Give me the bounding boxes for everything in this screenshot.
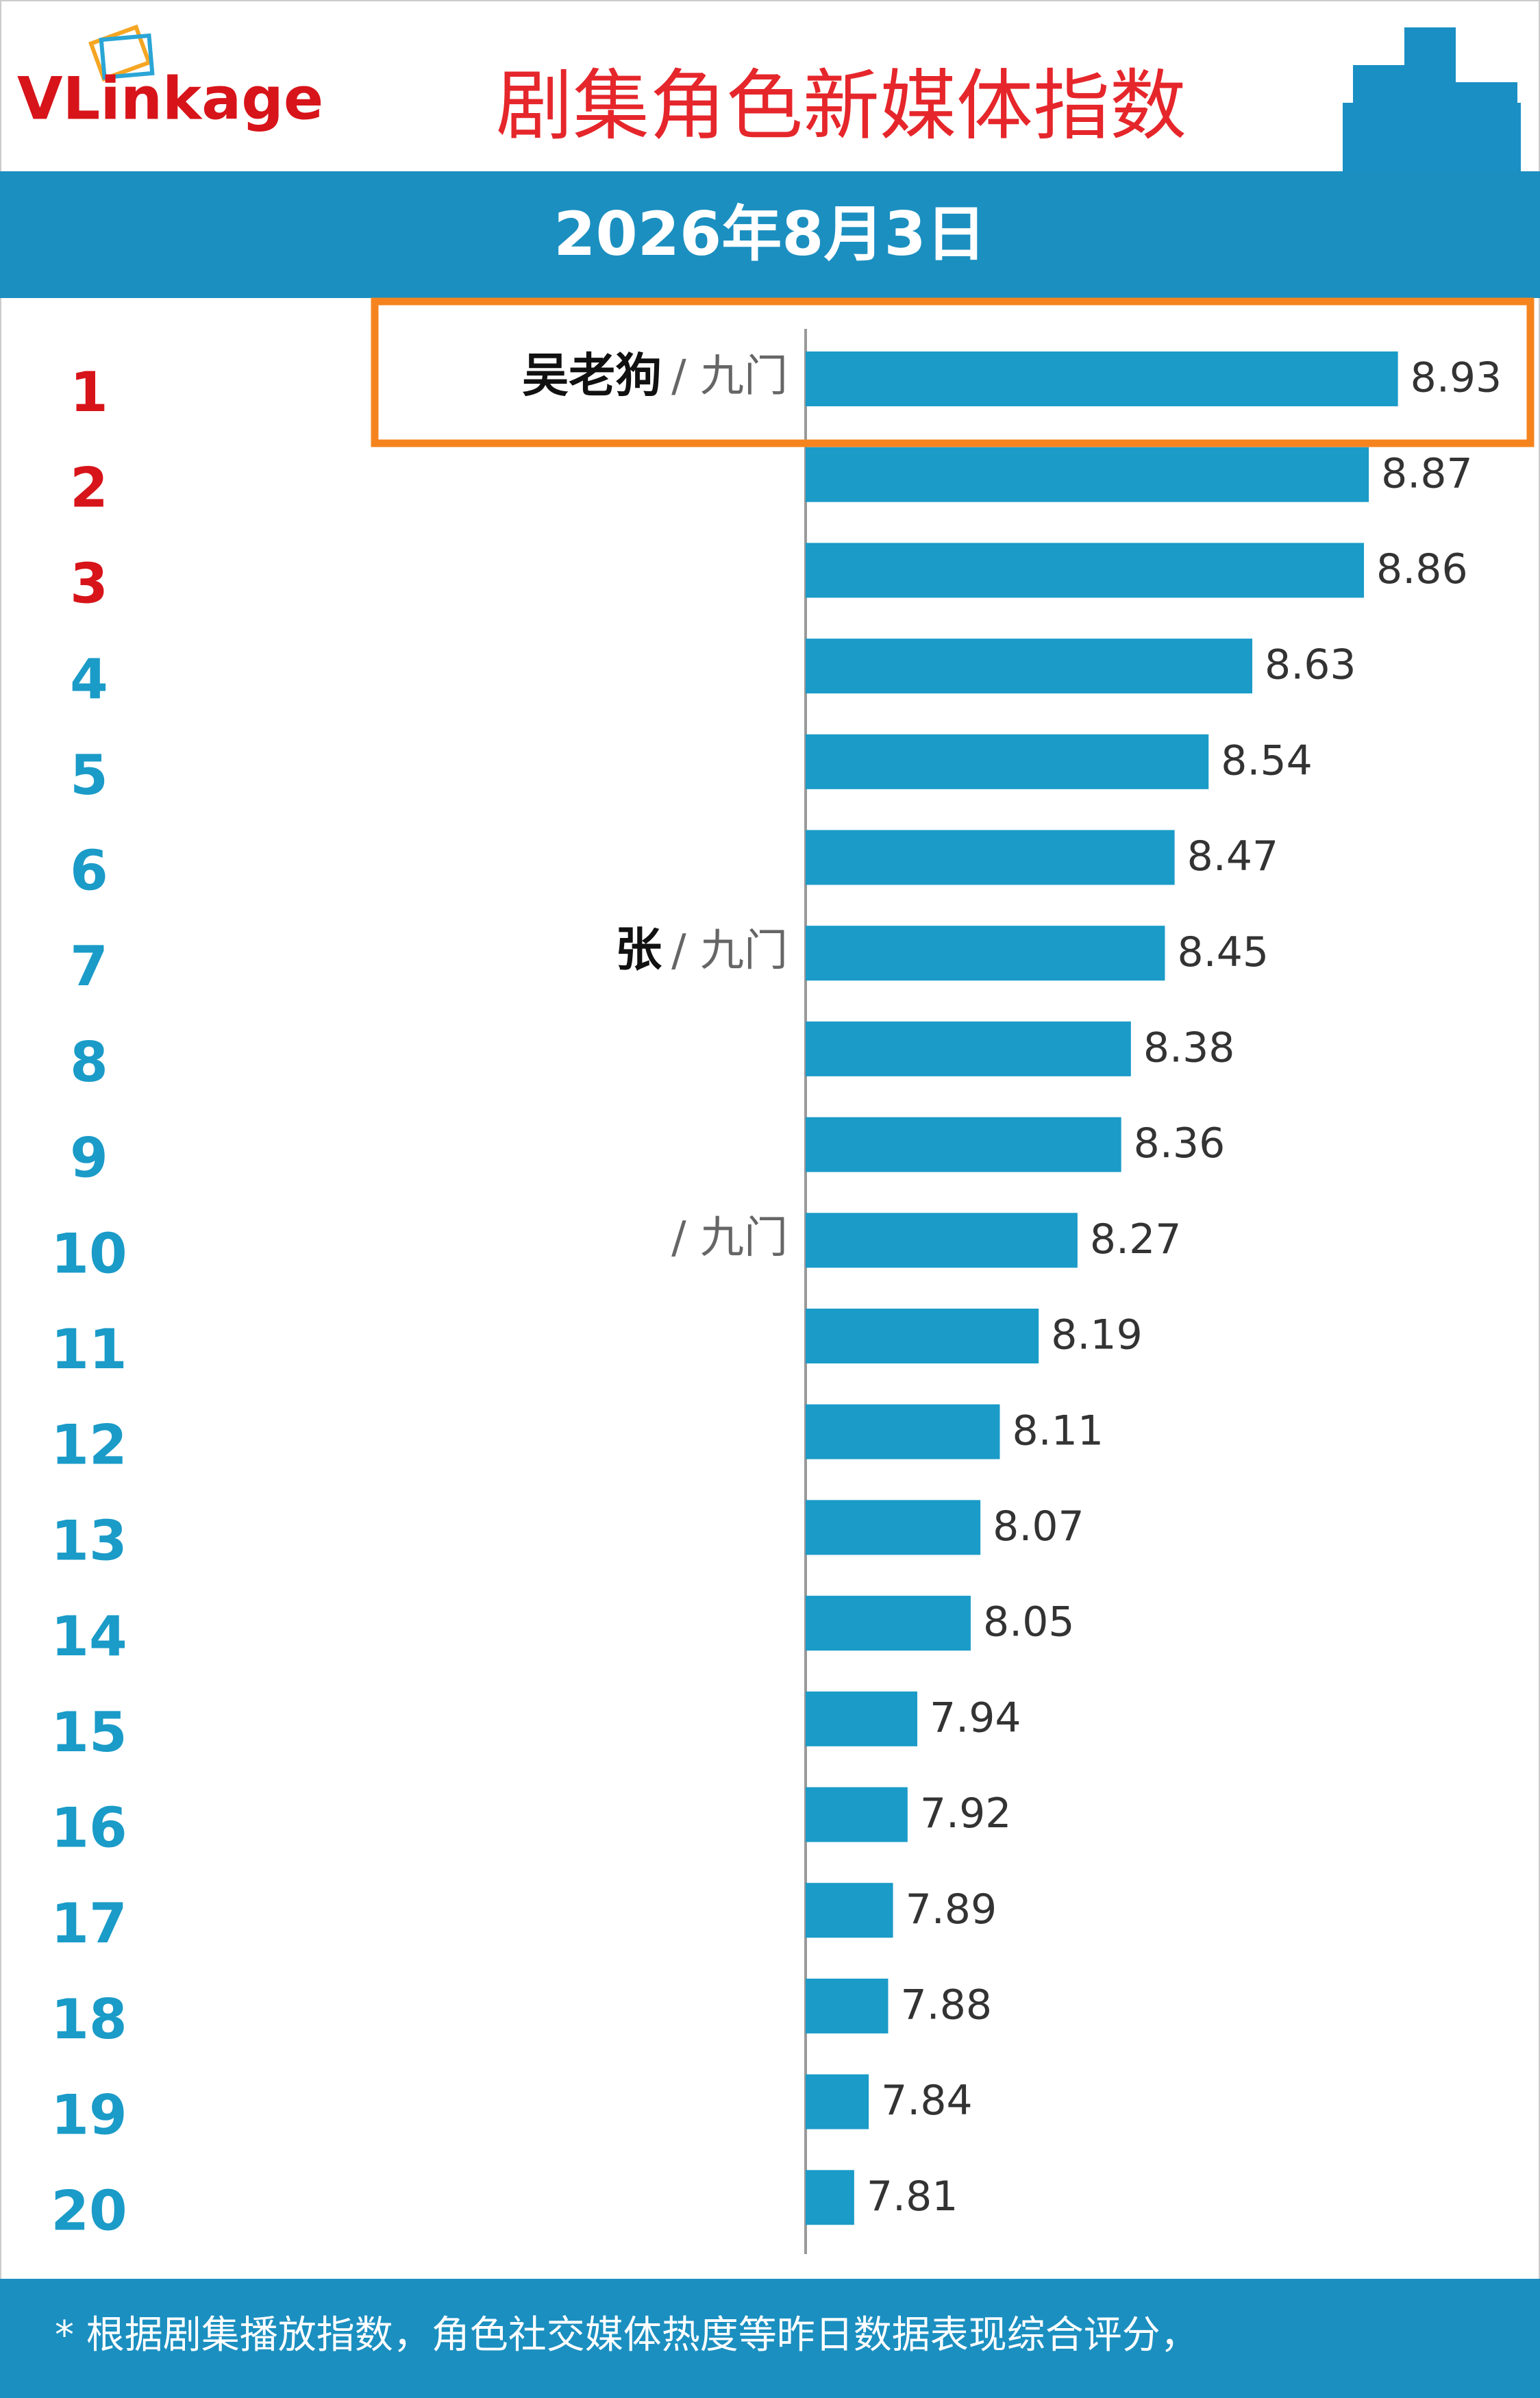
value-label: 8.38 bbox=[1143, 1024, 1235, 1072]
value-label: 8.87 bbox=[1381, 449, 1473, 497]
value-label: 7.92 bbox=[920, 1790, 1012, 1838]
rank-label: 1 bbox=[70, 360, 108, 424]
bar bbox=[806, 351, 1398, 406]
bar bbox=[806, 543, 1365, 598]
podium-icon bbox=[1343, 27, 1521, 171]
value-label: 8.63 bbox=[1265, 641, 1356, 689]
bar bbox=[806, 1213, 1078, 1268]
rank-label: 6 bbox=[70, 839, 108, 902]
rank-label: 19 bbox=[51, 2084, 127, 2147]
category-label: 吴老狗 bbox=[522, 349, 662, 404]
rank-label: 8 bbox=[70, 1030, 108, 1094]
rank-label: 17 bbox=[51, 1892, 127, 1955]
rank-label: 11 bbox=[51, 1318, 127, 1381]
bar bbox=[806, 1883, 893, 1938]
value-label: 7.94 bbox=[930, 1694, 1021, 1742]
value-label: 8.54 bbox=[1221, 737, 1313, 784]
rank-label: 10 bbox=[51, 1222, 127, 1285]
value-label: 7.88 bbox=[900, 1981, 992, 2029]
value-label: 8.27 bbox=[1090, 1215, 1182, 1263]
bar bbox=[806, 639, 1253, 694]
footnote: * 根据剧集播放指数，角色社交媒体热度等昨日数据表现综合评分， bbox=[55, 2313, 1199, 2358]
bar bbox=[806, 1309, 1039, 1363]
bar bbox=[806, 1021, 1131, 1076]
value-label: 8.05 bbox=[983, 1598, 1075, 1646]
bar bbox=[806, 1500, 981, 1555]
bar bbox=[806, 1691, 918, 1746]
rank-label: 5 bbox=[70, 743, 108, 807]
rank-label: 15 bbox=[51, 1701, 127, 1764]
header-band bbox=[0, 171, 1540, 298]
rank-label: 2 bbox=[70, 456, 108, 520]
value-label: 8.45 bbox=[1177, 928, 1269, 976]
bar bbox=[806, 1404, 1000, 1459]
rank-label: 20 bbox=[51, 2179, 127, 2242]
category-label: 张 bbox=[615, 924, 662, 978]
value-label: 8.93 bbox=[1411, 354, 1502, 402]
value-label: 8.47 bbox=[1187, 832, 1279, 880]
rank-label: 13 bbox=[51, 1509, 127, 1572]
logo: VLinkage bbox=[17, 64, 323, 133]
rank-label: 3 bbox=[70, 552, 108, 615]
bar bbox=[806, 2170, 854, 2225]
value-label: 7.89 bbox=[906, 1886, 997, 1933]
bar bbox=[806, 1978, 889, 2034]
subtitle: 2026年8月3日 bbox=[554, 199, 986, 269]
bar bbox=[806, 1787, 908, 1842]
value-label: 7.84 bbox=[881, 2077, 973, 2125]
bar bbox=[806, 926, 1165, 981]
value-label: 8.19 bbox=[1051, 1311, 1143, 1359]
rank-label: 12 bbox=[51, 1413, 127, 1477]
rank-label: 14 bbox=[51, 1605, 127, 1668]
rank-label: 16 bbox=[51, 1796, 127, 1859]
footer-band bbox=[0, 2279, 1540, 2398]
rank-label: 9 bbox=[70, 1126, 108, 1190]
rank-label: 18 bbox=[51, 1988, 127, 2051]
bar bbox=[806, 1596, 971, 1651]
logo-icon bbox=[88, 24, 155, 82]
category-tag: / 九门 bbox=[671, 926, 788, 976]
value-label: 8.11 bbox=[1012, 1407, 1104, 1455]
bar bbox=[806, 830, 1175, 885]
value-label: 7.81 bbox=[867, 2173, 958, 2221]
rank-label: 7 bbox=[70, 935, 108, 998]
bar bbox=[806, 1117, 1121, 1172]
category-tag: / 九门 bbox=[671, 1213, 788, 1263]
bar bbox=[806, 734, 1209, 789]
value-label: 8.36 bbox=[1134, 1120, 1226, 1167]
category-tag: / 九门 bbox=[671, 351, 788, 402]
bar bbox=[806, 447, 1369, 502]
bar bbox=[806, 2074, 869, 2129]
highlight-box bbox=[371, 297, 1535, 447]
value-label: 8.07 bbox=[993, 1503, 1084, 1550]
rank-label: 4 bbox=[70, 647, 108, 711]
value-label: 8.86 bbox=[1376, 545, 1468, 593]
chart-title: 剧集角色新媒体指数 bbox=[496, 62, 1187, 151]
